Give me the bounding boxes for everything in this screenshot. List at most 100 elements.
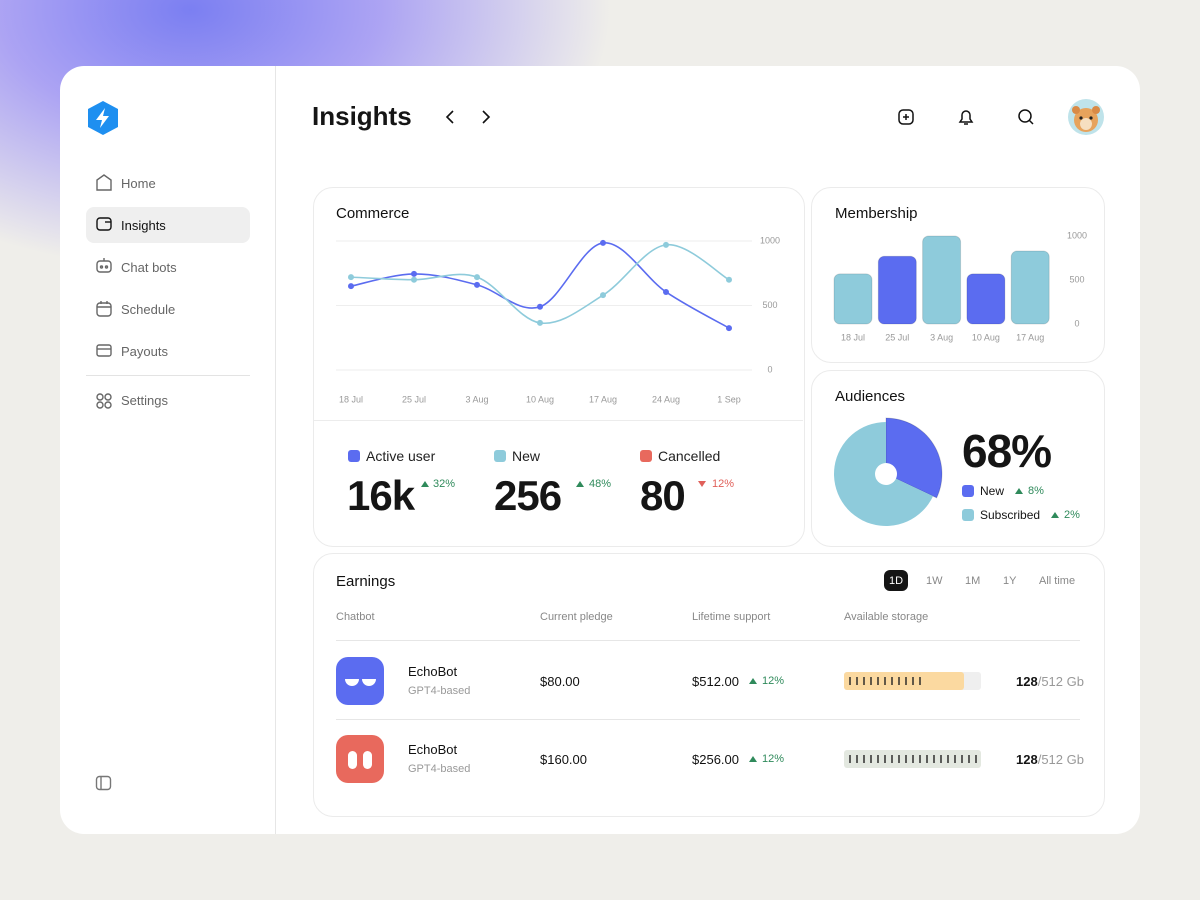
- line-point: [726, 276, 732, 283]
- up-arrow: [421, 481, 429, 487]
- stat-change: 48%: [589, 478, 612, 490]
- line-point: [726, 325, 732, 332]
- x-tick-label: 3 Aug: [930, 332, 953, 342]
- collapse-button[interactable]: [95, 775, 113, 791]
- line-point: [537, 319, 543, 326]
- period-tab[interactable]: 1D: [889, 575, 904, 587]
- bot-icon: [336, 735, 384, 783]
- storage-total: /512 Gb: [1037, 752, 1084, 767]
- bot-name: EchoBot: [408, 742, 458, 757]
- commerce-panel: [313, 187, 805, 547]
- chart-title: Membership: [835, 205, 918, 222]
- bar: [1010, 250, 1050, 325]
- pie-slice: [885, 417, 943, 499]
- period-tab[interactable]: 1M: [965, 575, 981, 587]
- y-tick-label: 500: [762, 300, 777, 310]
- y-tick-label: 0: [767, 364, 772, 374]
- nav-item[interactable]: Schedule: [121, 302, 176, 317]
- x-tick-label: 18 Jul: [339, 394, 363, 404]
- x-tick-label: 25 Jul: [885, 332, 909, 342]
- chart-title: Audiences: [835, 388, 906, 405]
- storage-total: /512 Gb: [1037, 674, 1084, 689]
- stat-value: 16k: [347, 472, 415, 519]
- x-tick-label: 10 Aug: [526, 394, 554, 404]
- sidebar: [60, 66, 276, 834]
- down-arrow: [698, 481, 706, 487]
- nav-item[interactable]: Payouts: [121, 344, 168, 359]
- nav-item[interactable]: Insights: [121, 218, 166, 233]
- stat-change: 12%: [712, 478, 735, 490]
- bot-model: GPT4-based: [408, 685, 471, 697]
- stat-swatch: [348, 450, 360, 462]
- x-tick-label: 18 Jul: [841, 332, 865, 342]
- stat-value: 80: [640, 472, 686, 519]
- bot-name: EchoBot: [408, 664, 458, 679]
- line-point: [411, 276, 417, 283]
- lifetime-change: 12%: [762, 753, 785, 765]
- up-arrow: [1051, 512, 1059, 518]
- bar: [833, 273, 873, 325]
- nav-arrows[interactable]: [440, 107, 496, 127]
- nav-item[interactable]: Chat bots: [121, 260, 177, 275]
- legend-label: New: [980, 484, 1005, 498]
- column-header: Available storage: [844, 611, 929, 623]
- storage-text: 128/512 Gb: [1016, 674, 1084, 689]
- row-divider: [336, 640, 1080, 641]
- up-arrow: [749, 756, 757, 762]
- line-point: [663, 288, 669, 295]
- legend-change: 2%: [1064, 509, 1080, 521]
- line-point: [663, 241, 669, 248]
- line-series: [350, 244, 730, 324]
- period-tab[interactable]: All time: [1039, 575, 1076, 587]
- row-divider: [336, 719, 1080, 720]
- avatar[interactable]: [1068, 99, 1104, 135]
- nav-icons: [96, 174, 112, 409]
- y-tick-label: 500: [1069, 274, 1084, 284]
- nav-item[interactable]: Home: [121, 176, 156, 191]
- x-tick-label: 10 Aug: [972, 332, 1000, 342]
- stat-label: Cancelled: [658, 448, 721, 464]
- x-tick-label: 3 Aug: [465, 394, 488, 404]
- line-point: [474, 274, 480, 281]
- pie-hole: [875, 463, 897, 485]
- audience-headline: 68%: [962, 425, 1052, 477]
- stat-change: 32%: [433, 478, 456, 490]
- period-tab[interactable]: 1Y: [1003, 575, 1017, 587]
- logo: [88, 101, 118, 135]
- y-tick-label: 1000: [760, 235, 780, 245]
- line-series: [350, 242, 730, 329]
- legend-swatch: [962, 509, 974, 521]
- line-point: [348, 283, 354, 290]
- active-nav-bg: [86, 207, 250, 243]
- x-tick-label: 17 Aug: [589, 394, 617, 404]
- legend-swatch: [962, 485, 974, 497]
- lifetime: $512.00: [692, 674, 739, 689]
- page-title: Insights: [312, 101, 412, 131]
- legend-change: 8%: [1028, 485, 1044, 497]
- storage-bar: [844, 672, 981, 690]
- bot-model: GPT4-based: [408, 763, 471, 775]
- active-period-bg: [884, 570, 908, 591]
- header-icons[interactable]: [894, 105, 1038, 129]
- bot-icon: [336, 657, 384, 705]
- x-tick-label: 1 Sep: [717, 394, 741, 404]
- line-point: [600, 239, 606, 246]
- bar: [922, 235, 962, 325]
- chart-title: Commerce: [336, 205, 410, 222]
- stat-swatch: [494, 450, 506, 462]
- lifetime-change: 12%: [762, 675, 785, 687]
- bar: [877, 255, 917, 325]
- storage-bar: [844, 750, 981, 768]
- stat-swatch: [640, 450, 652, 462]
- bar: [966, 273, 1006, 325]
- x-tick-label: 25 Jul: [402, 394, 426, 404]
- pledge: $80.00: [540, 674, 580, 689]
- period-tab[interactable]: 1W: [926, 575, 943, 587]
- line-point: [474, 281, 480, 288]
- stat-value: 256: [494, 472, 562, 519]
- up-arrow: [1015, 488, 1023, 494]
- x-tick-label: 24 Aug: [652, 394, 680, 404]
- nav-item[interactable]: Settings: [121, 393, 168, 408]
